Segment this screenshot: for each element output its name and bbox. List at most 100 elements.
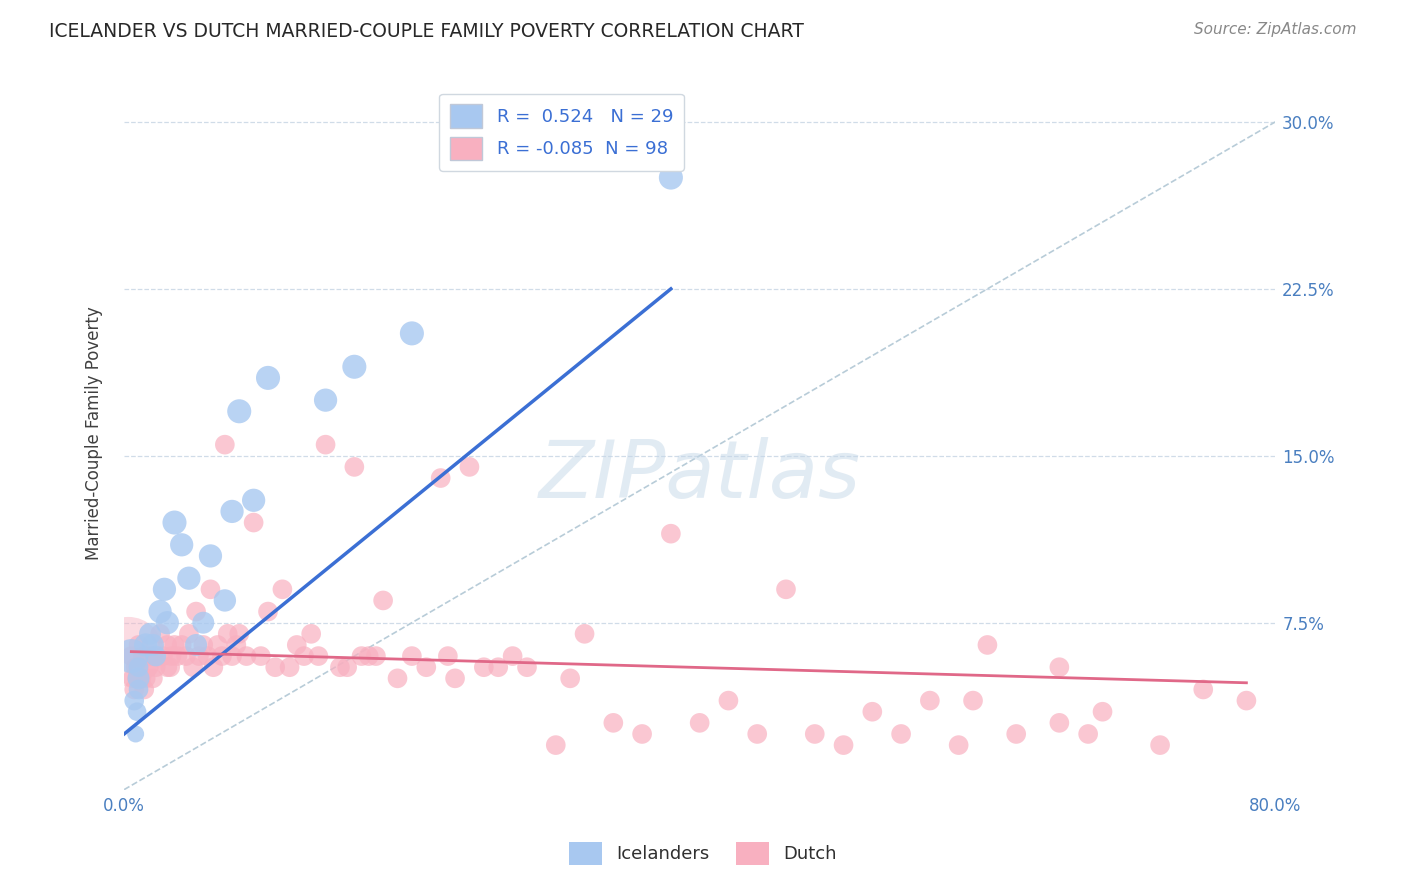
Point bbox=[307, 649, 329, 664]
Point bbox=[228, 404, 250, 418]
Point bbox=[138, 660, 160, 674]
Point bbox=[1077, 727, 1099, 741]
Point bbox=[225, 638, 247, 652]
Point bbox=[250, 649, 273, 664]
Point bbox=[211, 649, 233, 664]
Point bbox=[502, 649, 524, 664]
Point bbox=[132, 649, 155, 664]
Point bbox=[125, 671, 148, 685]
Point bbox=[214, 593, 236, 607]
Point bbox=[135, 638, 157, 652]
Point bbox=[444, 671, 467, 685]
Point bbox=[472, 660, 495, 674]
Point bbox=[235, 649, 257, 664]
Point bbox=[128, 638, 150, 652]
Point bbox=[197, 649, 219, 664]
Y-axis label: Married-Couple Family Poverty: Married-Couple Family Poverty bbox=[86, 307, 103, 560]
Point bbox=[128, 660, 150, 674]
Point bbox=[486, 660, 509, 674]
Point bbox=[142, 638, 165, 652]
Point bbox=[149, 605, 172, 619]
Point bbox=[415, 660, 437, 674]
Point bbox=[890, 727, 912, 741]
Point bbox=[221, 504, 243, 518]
Point bbox=[1234, 693, 1257, 707]
Point bbox=[264, 660, 287, 674]
Point bbox=[122, 693, 145, 707]
Point bbox=[117, 645, 139, 659]
Point bbox=[174, 649, 197, 664]
Point bbox=[188, 649, 211, 664]
Point bbox=[343, 459, 366, 474]
Point bbox=[120, 649, 142, 664]
Point bbox=[207, 638, 229, 652]
Point bbox=[193, 615, 215, 630]
Point bbox=[689, 715, 711, 730]
Point bbox=[329, 660, 352, 674]
Point bbox=[156, 638, 179, 652]
Point bbox=[860, 705, 883, 719]
Point bbox=[1047, 660, 1070, 674]
Point bbox=[217, 627, 239, 641]
Point bbox=[659, 526, 682, 541]
Point bbox=[121, 671, 143, 685]
Point bbox=[775, 582, 797, 597]
Point bbox=[292, 649, 315, 664]
Point bbox=[156, 660, 179, 674]
Point bbox=[221, 649, 243, 664]
Point bbox=[166, 649, 188, 664]
Point bbox=[128, 660, 150, 674]
Point bbox=[1091, 705, 1114, 719]
Point bbox=[139, 627, 162, 641]
Point bbox=[160, 649, 183, 664]
Point bbox=[387, 671, 409, 685]
Point bbox=[128, 671, 150, 685]
Point bbox=[1005, 727, 1028, 741]
Point bbox=[401, 326, 423, 341]
Point bbox=[135, 671, 157, 685]
Point bbox=[1192, 682, 1215, 697]
Point bbox=[170, 538, 193, 552]
Point bbox=[544, 738, 567, 752]
Point bbox=[357, 649, 380, 664]
Point bbox=[747, 727, 769, 741]
Point bbox=[242, 493, 264, 508]
Point bbox=[278, 660, 301, 674]
Point bbox=[437, 649, 460, 664]
Point bbox=[120, 649, 142, 664]
Point bbox=[124, 660, 146, 674]
Point bbox=[271, 582, 294, 597]
Point bbox=[145, 649, 167, 664]
Point bbox=[350, 649, 373, 664]
Point bbox=[1149, 738, 1171, 752]
Point bbox=[153, 582, 176, 597]
Point bbox=[257, 605, 280, 619]
Point bbox=[962, 693, 984, 707]
Point bbox=[152, 649, 174, 664]
Point bbox=[371, 593, 394, 607]
Point bbox=[159, 660, 181, 674]
Text: ZIPatlas: ZIPatlas bbox=[538, 437, 860, 516]
Point bbox=[142, 649, 165, 664]
Point bbox=[602, 715, 624, 730]
Point bbox=[315, 437, 337, 451]
Legend: Icelanders, Dutch: Icelanders, Dutch bbox=[562, 835, 844, 872]
Point bbox=[228, 627, 250, 641]
Point bbox=[976, 638, 998, 652]
Point bbox=[149, 627, 172, 641]
Point bbox=[214, 437, 236, 451]
Point bbox=[131, 671, 153, 685]
Point bbox=[364, 649, 387, 664]
Point bbox=[122, 682, 145, 697]
Point bbox=[343, 359, 366, 374]
Point bbox=[948, 738, 970, 752]
Point bbox=[803, 727, 825, 741]
Point bbox=[200, 549, 222, 563]
Point bbox=[516, 660, 538, 674]
Point bbox=[560, 671, 582, 685]
Point bbox=[717, 693, 740, 707]
Point bbox=[200, 582, 222, 597]
Point bbox=[401, 649, 423, 664]
Point bbox=[156, 615, 179, 630]
Point bbox=[177, 571, 200, 585]
